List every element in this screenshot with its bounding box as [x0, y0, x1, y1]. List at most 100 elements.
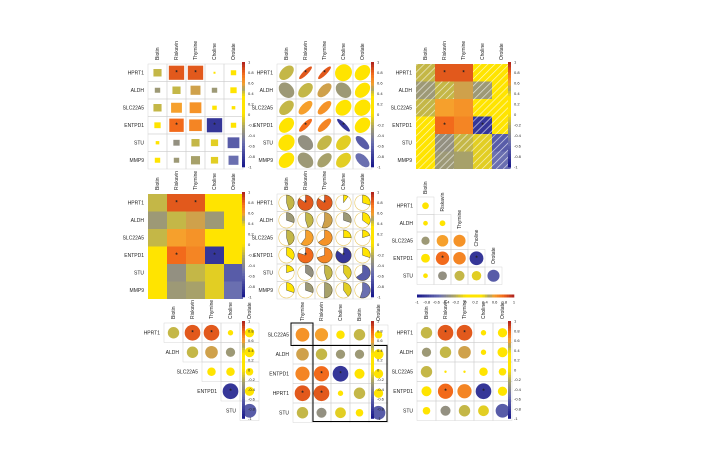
column-label: Biotin — [155, 177, 161, 190]
heat-cell — [205, 211, 224, 229]
colorbar-segment — [508, 406, 511, 410]
circle-mark — [296, 407, 309, 419]
colorbar: 1 0.8 0.6 0.4 0.2 0 -0.2 -0.4 -0.6 -0.8 -1 — [371, 319, 385, 421]
significance-star: * — [175, 71, 178, 77]
colorbar-segment — [371, 140, 374, 144]
heat-cell — [148, 194, 167, 212]
pie-slice — [286, 212, 295, 223]
pie-slice — [343, 229, 352, 238]
ellipse-mark — [335, 99, 352, 116]
colorbar-segment — [371, 335, 374, 339]
circle-mark — [497, 328, 508, 338]
heat-cell — [186, 264, 205, 282]
heat-cell — [205, 194, 224, 212]
colorbar-segment — [371, 408, 374, 412]
colorbar-tick-label: -1 — [377, 416, 381, 421]
column-label: Riskavin — [303, 41, 309, 60]
circle-mark — [337, 390, 344, 396]
colorbar-segment — [426, 294, 430, 298]
colorbar-segment — [441, 294, 444, 298]
colorbar-segment — [371, 411, 374, 414]
colorbar-tick-label: 0.6 — [377, 338, 383, 343]
colorbar-segment — [508, 389, 511, 392]
colorbar-segment — [242, 125, 245, 128]
colorbar-tick-label: 0.6 — [514, 81, 520, 86]
colorbar-segment — [242, 367, 245, 371]
row-label: MMP9 — [130, 158, 145, 164]
square-mark — [169, 118, 184, 132]
colorbar-tick-label: -0.8 — [248, 406, 256, 411]
colorbar-segment — [508, 328, 511, 332]
colorbar-tick-label: 0.2 — [514, 358, 520, 363]
column-label: Riskavin — [319, 302, 325, 321]
row-label: HPRT1 — [397, 331, 414, 337]
colorbar-tick-label: 0 — [377, 367, 380, 372]
colorbar-segment — [508, 381, 511, 385]
colorbar-segment — [242, 85, 245, 89]
colorbar-segment — [371, 265, 374, 269]
row-label: STU — [403, 274, 413, 280]
colorbar-segment — [506, 294, 510, 298]
ellipse-mark — [318, 66, 331, 80]
significance-star: * — [481, 123, 484, 129]
colorbar-tick-label: 0 — [514, 112, 517, 117]
colorbar-segment — [242, 161, 245, 165]
colorbar-segment — [242, 391, 245, 395]
colorbar-tick-label: 1 — [248, 60, 251, 65]
square-mark — [206, 118, 223, 133]
colorbar-segment — [242, 325, 245, 329]
heat-cell — [148, 264, 167, 282]
pie-slice — [362, 212, 371, 226]
heat-cell — [454, 116, 473, 134]
colorbar-segment — [242, 335, 245, 339]
circle-mark — [438, 271, 447, 281]
ellipse-mark — [355, 153, 370, 168]
colorbar-segment — [242, 132, 245, 136]
colorbar-segment — [371, 202, 374, 206]
circle-mark — [314, 328, 329, 342]
colorbar-segment — [242, 111, 245, 115]
panel-6-circle-lower: Biotin Riskavin Thymine Choline Orotate HPRT1… — [392, 181, 516, 304]
row-label: HPRT1 — [257, 71, 274, 77]
colorbar-tick-label: 0.2 — [248, 232, 254, 237]
colorbar-segment — [509, 294, 512, 298]
colorbar-tick-label: 0 — [514, 367, 517, 372]
colorbar-segment — [371, 381, 374, 385]
colorbar-segment — [508, 384, 511, 388]
pie-slice — [343, 212, 352, 223]
colorbar-tick-label: -0.2 — [514, 377, 522, 382]
row-label: ENTPD1 — [392, 123, 412, 129]
colorbar-segment — [242, 401, 245, 405]
colorbar-segment — [371, 401, 374, 405]
heat-cell — [167, 264, 186, 282]
colorbar-segment — [371, 323, 374, 327]
significance-star: * — [229, 389, 232, 395]
significance-star: * — [323, 71, 326, 77]
column-label: Choline — [212, 173, 218, 190]
colorbar-segment — [371, 220, 374, 224]
colorbar-segment — [438, 294, 442, 298]
colorbar-segment — [371, 391, 374, 395]
colorbar-tick-label: -0.2 — [248, 377, 256, 382]
grid-cell — [239, 400, 260, 421]
hatch-overlay — [473, 81, 492, 99]
colorbar-segment — [465, 294, 469, 298]
colorbar-segment — [371, 151, 374, 155]
colorbar-segment — [242, 109, 245, 113]
colorbar-segment — [508, 138, 511, 142]
colorbar-segment — [371, 98, 374, 102]
colorbar-segment — [371, 192, 374, 195]
colorbar-segment — [508, 75, 511, 79]
circle-mark — [469, 251, 484, 266]
colorbar-segment — [242, 220, 245, 224]
circle-mark — [203, 324, 220, 341]
circle-mark — [480, 349, 487, 355]
colorbar-segment — [242, 146, 245, 149]
heat-cell — [205, 281, 224, 299]
square-mark — [154, 87, 161, 93]
significance-star: * — [443, 71, 446, 77]
colorbar-tick-label: -0.8 — [377, 154, 385, 159]
significance-star: * — [194, 71, 197, 77]
colorbar-segment — [242, 72, 245, 76]
colorbar-segment — [508, 117, 511, 121]
